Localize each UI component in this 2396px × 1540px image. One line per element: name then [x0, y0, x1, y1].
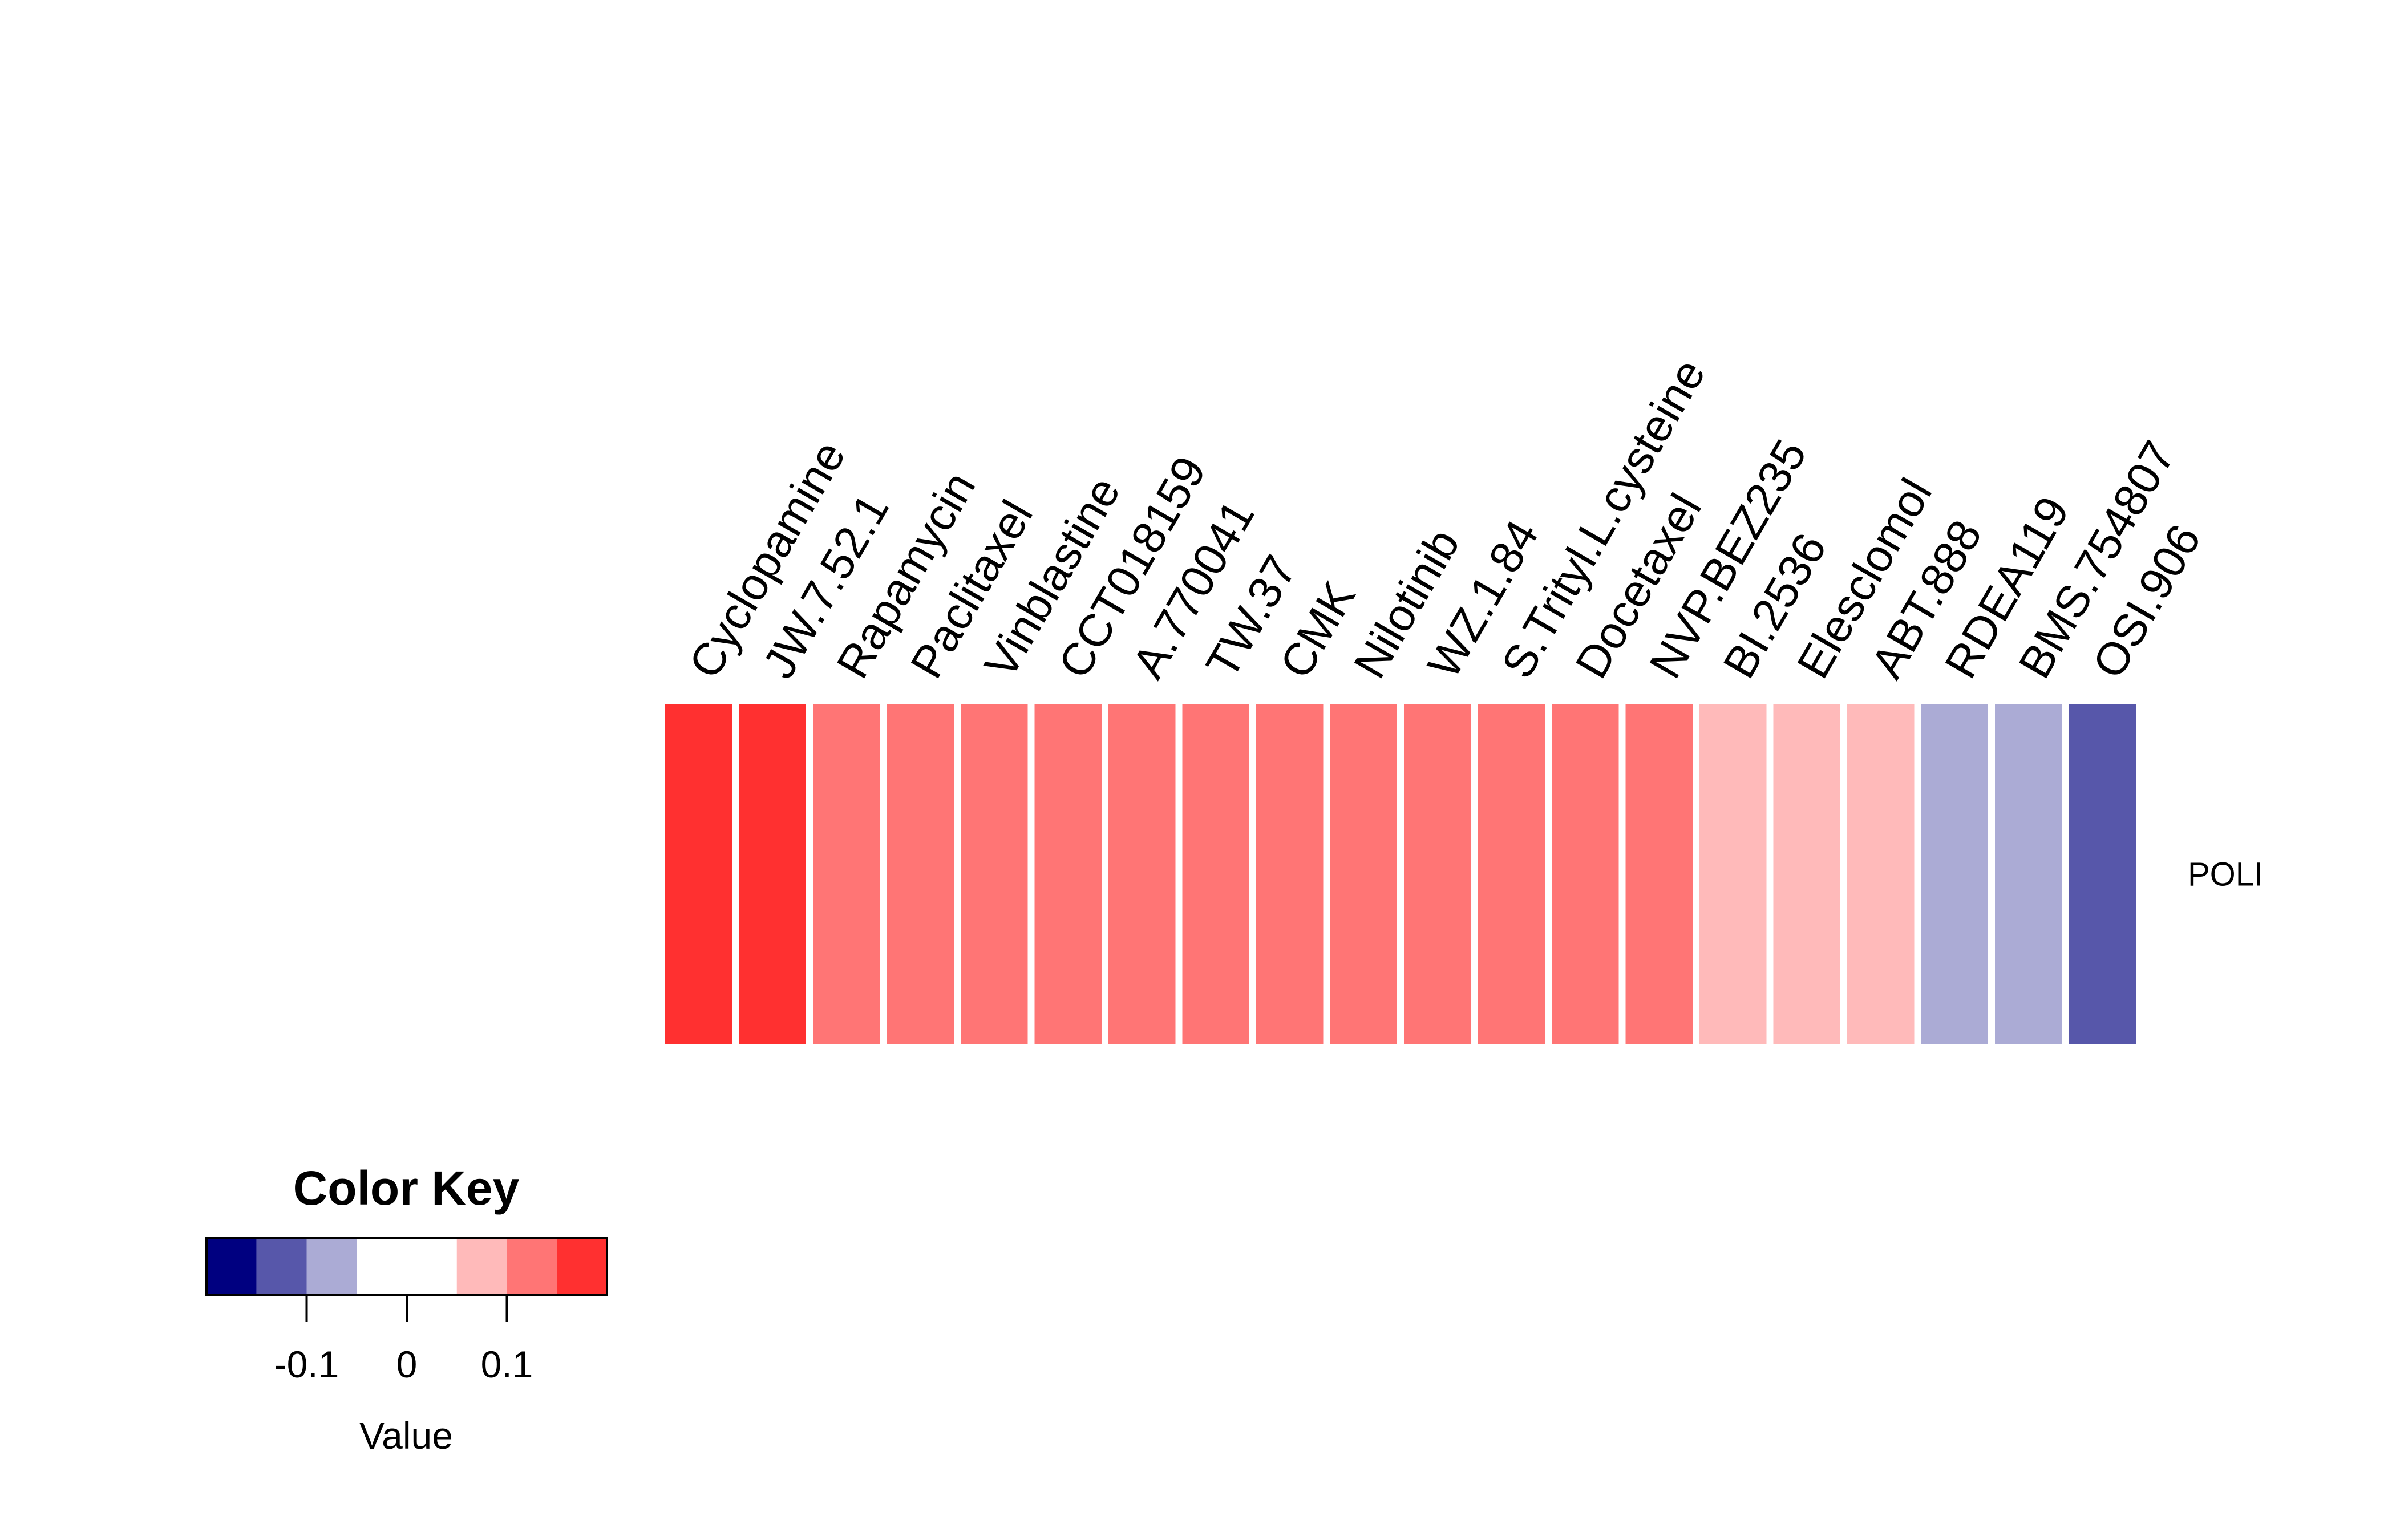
- heatmap-cell: [1108, 704, 1176, 1044]
- heatmap-cell: [1921, 704, 1988, 1044]
- column-labels: CyclopamineJW.7.52.1RapamycinPaclitaxelV…: [679, 351, 2210, 687]
- color-key-swatch: [306, 1238, 357, 1295]
- heatmap-cell: [1256, 704, 1324, 1044]
- heatmap-cell: [1404, 704, 1471, 1044]
- heatmap-cell: [1625, 704, 1693, 1044]
- heatmap-cell: [1552, 704, 1619, 1044]
- color-key-tick-label: 0: [396, 1343, 418, 1385]
- heatmap-cell: [1699, 704, 1767, 1044]
- heatmap-cell: [1182, 704, 1249, 1044]
- heatmap-cell: [739, 704, 806, 1044]
- heatmap-cell: [813, 704, 880, 1044]
- heatmap-cells: [665, 704, 2136, 1044]
- heatmap-cell: [1995, 704, 2062, 1044]
- color-key-swatch: [507, 1238, 557, 1295]
- color-key-tick-label: -0.1: [274, 1343, 339, 1385]
- heatmap-cell: [1847, 704, 1915, 1044]
- color-key-swatch: [456, 1238, 507, 1295]
- row-labels: POLI: [2188, 856, 2263, 893]
- color-key-swatch: [357, 1238, 457, 1295]
- color-key-tick-label: 0.1: [481, 1343, 533, 1385]
- color-key-swatch: [256, 1238, 307, 1295]
- color-key-swatches: [207, 1238, 607, 1295]
- color-key-swatch: [207, 1238, 257, 1295]
- heatmap-cell: [1034, 704, 1102, 1044]
- color-key-xlabel: Value: [359, 1415, 453, 1457]
- color-key-title: Color Key: [293, 1161, 520, 1215]
- heatmap-cell: [1330, 704, 1397, 1044]
- heatmap-cell: [665, 704, 732, 1044]
- row-label: POLI: [2188, 856, 2263, 893]
- color-key-ticks: -0.1 0 0.1: [274, 1295, 533, 1385]
- heatmap-cell: [1478, 704, 1545, 1044]
- heatmap-cell: [961, 704, 1028, 1044]
- color-key: Color Key -0.1 0 0.1 Value: [205, 1161, 608, 1457]
- heatmap-cell: [2069, 704, 2136, 1044]
- heatmap-cell: [1773, 704, 1840, 1044]
- heatmap-cell: [887, 704, 954, 1044]
- color-key-swatch: [557, 1238, 607, 1295]
